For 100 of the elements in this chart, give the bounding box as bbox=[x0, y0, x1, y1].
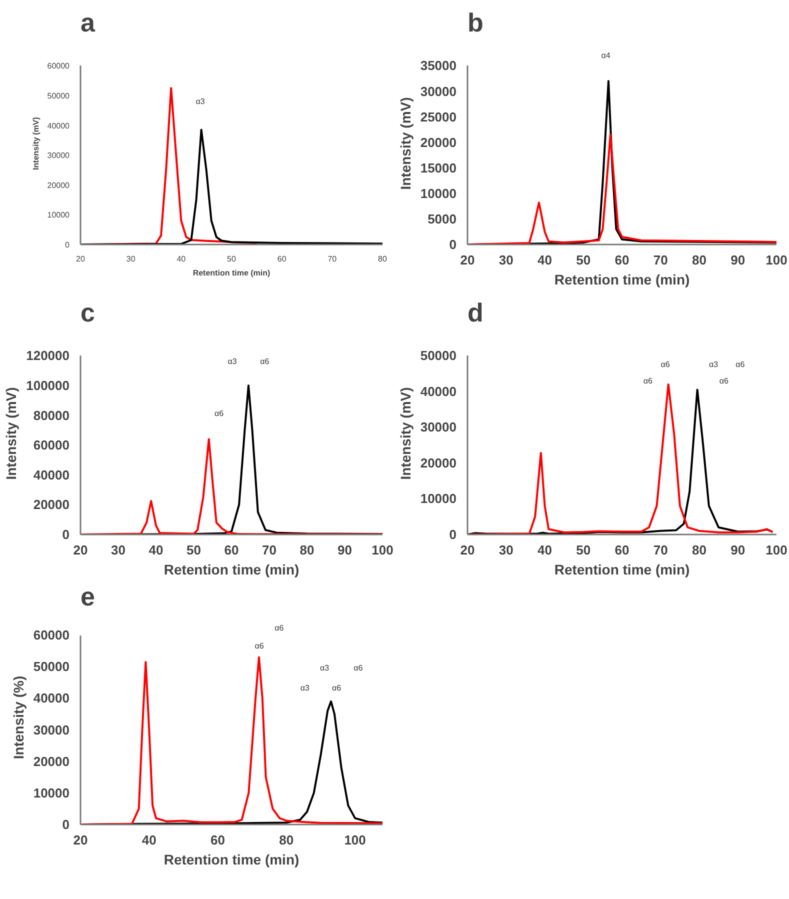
x-tick-label: 100 bbox=[372, 542, 394, 558]
x-tick-label: 30 bbox=[498, 542, 514, 558]
x-tick-label: 100 bbox=[766, 252, 788, 268]
x-tick-label: 20 bbox=[460, 542, 475, 558]
y-tick-label: 20000 bbox=[33, 754, 70, 769]
x-tick-label: 70 bbox=[653, 252, 668, 268]
y-tick-label: 30000 bbox=[47, 151, 70, 160]
y-tick-label: 5000 bbox=[428, 211, 456, 226]
y-tick-label: 15000 bbox=[420, 160, 457, 176]
x-tick-label: 30 bbox=[111, 542, 126, 558]
y-axis-title: Intensity (mV) bbox=[3, 387, 20, 480]
x-tick-label: 90 bbox=[730, 252, 746, 268]
y-tick-label: 35000 bbox=[420, 58, 457, 74]
x-tick-label: 20 bbox=[73, 542, 88, 558]
annotation: α6 bbox=[254, 642, 264, 651]
y-axis-title: Intensity (%) bbox=[10, 676, 26, 760]
y-tick-label: 10000 bbox=[420, 491, 457, 506]
y-tick-label: 30000 bbox=[420, 420, 457, 435]
y-tick-label: 40000 bbox=[33, 467, 70, 482]
x-tick-label: 70 bbox=[328, 254, 338, 264]
x-axis-title: Retention time (min) bbox=[164, 852, 300, 868]
x-tick-label: 60 bbox=[614, 542, 630, 558]
y-axis-title: Intensity (mV) bbox=[31, 116, 40, 170]
y-tick-label: 20000 bbox=[33, 497, 70, 512]
y-tick-label: 10000 bbox=[33, 785, 70, 800]
x-axis-title: Retention time (min) bbox=[192, 268, 270, 278]
x-tick-label: 70 bbox=[653, 542, 668, 558]
annotation: α6 bbox=[260, 357, 270, 366]
x-tick-label: 40 bbox=[176, 254, 186, 264]
x-tick-label: 100 bbox=[344, 832, 366, 848]
x-axis-title: Retention time (min) bbox=[164, 562, 300, 578]
annotation: α3 bbox=[320, 663, 330, 672]
y-tick-label: 100000 bbox=[26, 378, 70, 394]
chart-title: c bbox=[80, 298, 95, 328]
x-tick-label: 50 bbox=[227, 254, 236, 264]
x-axis-title: Retention time (min) bbox=[554, 562, 690, 578]
x-tick-label: 50 bbox=[186, 542, 201, 558]
text: α6 bbox=[274, 624, 284, 633]
y-tick-label: 40000 bbox=[33, 690, 70, 706]
x-axis-title: Retention time (min) bbox=[554, 272, 690, 288]
y-tick-label: 60000 bbox=[47, 62, 70, 71]
y-axis-title: Intensity (mV) bbox=[397, 387, 414, 480]
y-tick-label: 0 bbox=[449, 237, 457, 252]
y-tick-label: 20000 bbox=[47, 180, 70, 190]
y-tick-label: 80000 bbox=[33, 408, 70, 423]
x-tick-label: 20 bbox=[460, 252, 475, 268]
y-tick-label: 10000 bbox=[420, 186, 457, 201]
x-tick-label: 50 bbox=[576, 252, 591, 268]
y-tick-label: 50000 bbox=[33, 659, 70, 674]
y-tick-label: 50000 bbox=[47, 92, 70, 101]
x-tick-label: 80 bbox=[300, 542, 314, 558]
text: α4 bbox=[601, 51, 611, 60]
y-tick-label: 60000 bbox=[33, 438, 70, 453]
y-tick-label: 10000 bbox=[47, 210, 70, 220]
annotation: α6 bbox=[660, 360, 670, 369]
x-tick-label: 60 bbox=[277, 254, 287, 264]
y-tick-label: 25000 bbox=[420, 109, 457, 124]
y-tick-label: 40000 bbox=[420, 384, 457, 399]
annotation: α6 bbox=[214, 408, 224, 418]
x-tick-label: 30 bbox=[498, 252, 514, 268]
x-tick-label: 80 bbox=[692, 252, 706, 268]
annotation: α6 bbox=[736, 360, 746, 369]
chart-title: a bbox=[80, 8, 96, 38]
x-tick-label: 80 bbox=[378, 254, 388, 264]
x-tick-label: 40 bbox=[538, 542, 552, 558]
x-tick-label: 70 bbox=[262, 542, 276, 558]
y-tick-label: 20000 bbox=[420, 455, 457, 470]
y-tick-label: 40000 bbox=[47, 121, 70, 130]
y-tick-label: 0 bbox=[62, 817, 70, 832]
x-tick-label: 40 bbox=[142, 832, 156, 848]
x-tick-label: 60 bbox=[224, 542, 239, 558]
y-tick-label: 60000 bbox=[33, 628, 70, 643]
annotation: α6 bbox=[354, 663, 364, 672]
y-tick-label: 20000 bbox=[420, 134, 457, 150]
x-tick-label: 100 bbox=[766, 542, 788, 558]
x-tick-label: 40 bbox=[538, 252, 552, 268]
x-tick-label: 80 bbox=[692, 542, 706, 558]
x-tick-label: 80 bbox=[279, 832, 294, 848]
y-axis-title: Intensity (mV) bbox=[397, 97, 414, 190]
chart-title: d bbox=[468, 298, 484, 328]
y-tick-label: 30000 bbox=[420, 84, 457, 99]
x-tick-label: 50 bbox=[576, 542, 591, 558]
y-tick-label: 50000 bbox=[420, 348, 457, 364]
chart-title: e bbox=[80, 582, 95, 612]
x-tick-label: 40 bbox=[148, 542, 164, 558]
y-tick-label: 0 bbox=[62, 527, 70, 542]
x-tick-label: 20 bbox=[73, 832, 88, 848]
annotation: α3 bbox=[196, 96, 206, 106]
x-tick-label: 60 bbox=[210, 832, 226, 848]
annotation: α3 bbox=[300, 684, 310, 693]
annotation: α3 bbox=[228, 357, 238, 366]
x-tick-label: 90 bbox=[730, 542, 746, 558]
annotation: α6 bbox=[643, 376, 653, 386]
y-tick-label: 120000 bbox=[26, 348, 70, 364]
chart-title: b bbox=[468, 8, 484, 38]
y-tick-label: 0 bbox=[449, 527, 457, 542]
x-tick-label: 90 bbox=[338, 542, 352, 558]
annotation: α6 bbox=[332, 684, 342, 693]
y-tick-label: 30000 bbox=[33, 722, 70, 738]
x-tick-label: 20 bbox=[76, 254, 86, 264]
